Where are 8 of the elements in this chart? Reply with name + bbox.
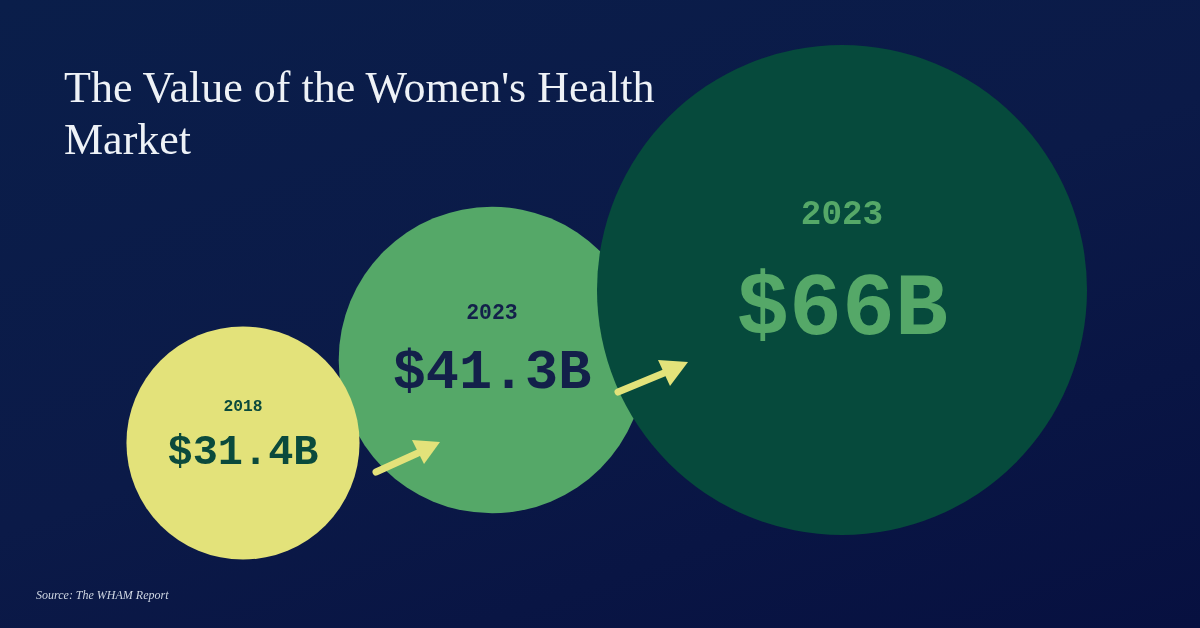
data-label: $41.3B <box>392 341 592 405</box>
category-label: 2023 <box>800 194 884 234</box>
data-label: $31.4B <box>167 429 319 478</box>
category-label: 2018 <box>223 397 263 417</box>
data-label: $66B <box>736 261 948 361</box>
category-label: 2023 <box>466 300 518 325</box>
source-note: Source: The WHAM Report <box>36 588 169 603</box>
text: The Value of the Women's Health Market <box>64 62 656 166</box>
